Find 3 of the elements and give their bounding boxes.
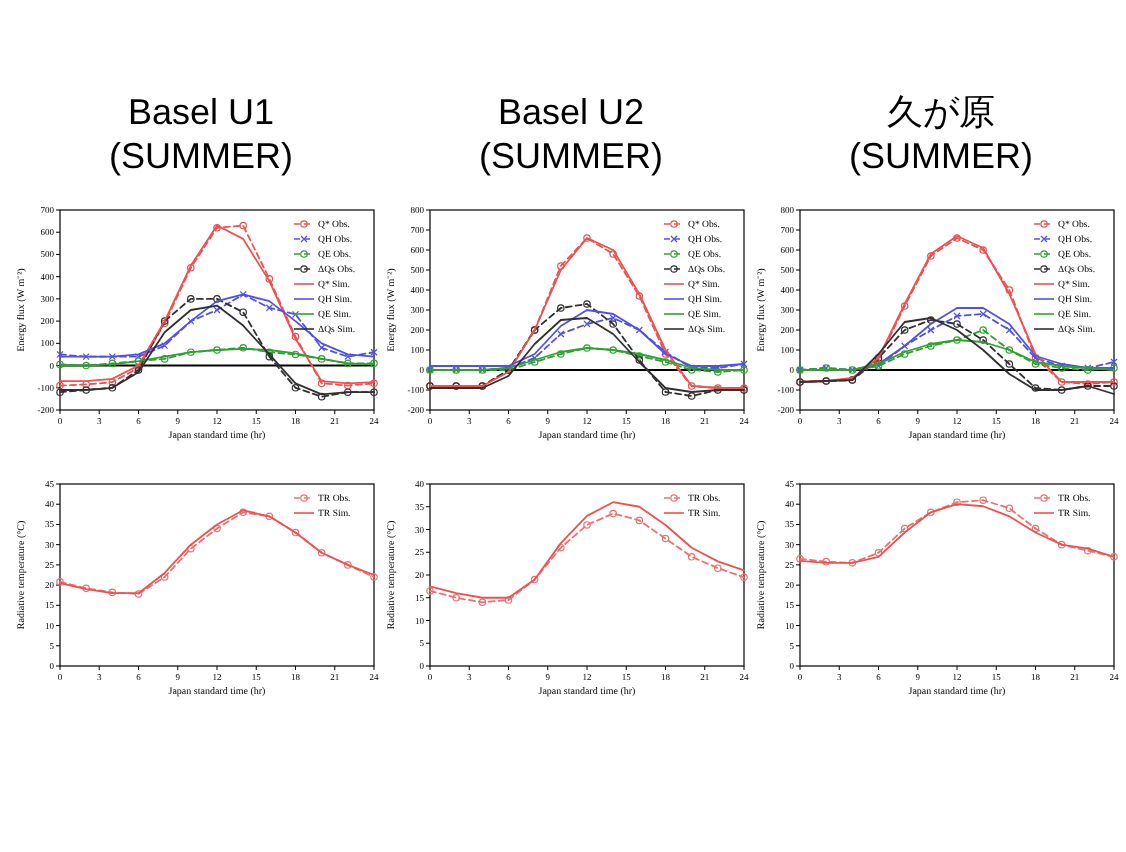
chart-title: 久が原 (SUMMER)	[849, 92, 1033, 176]
chart-title: Basel U2 (SUMMER)	[479, 92, 663, 176]
chart-title: Basel U1 (SUMMER)	[109, 92, 293, 176]
